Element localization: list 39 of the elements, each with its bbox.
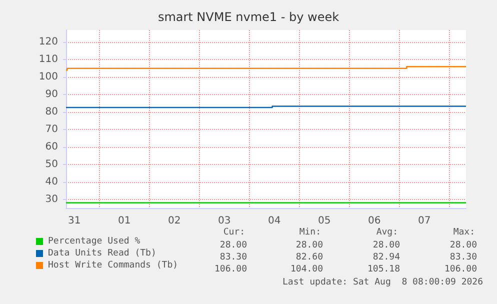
y-tick-label: 100 (38, 72, 58, 83)
text: 82.94 (372, 252, 400, 262)
y-tick-label: 90 (45, 89, 58, 100)
y-tick-label: 40 (45, 176, 58, 188)
text: 82.60 (296, 252, 323, 262)
text: 28.00 (372, 240, 400, 250)
text: 105.18 (367, 264, 400, 274)
text: 83.30 (450, 252, 477, 262)
legend-label: Data Units Read (Tb) (48, 248, 156, 258)
x-tick-label: 06 (368, 216, 381, 226)
x-tick-label: 05 (318, 216, 331, 226)
legend-label: Percentage Used % (48, 236, 141, 246)
text: 106.00 (214, 264, 248, 274)
y-tick-label: 70 (45, 124, 58, 135)
chart-title: smart NVME nvme1 - by week (158, 10, 340, 24)
text: 28.00 (296, 240, 323, 250)
legend-label: Host Write Commands (Tb) (48, 260, 178, 270)
text: Max: (453, 228, 476, 238)
y-tick-label: 50 (45, 158, 58, 170)
y-tick-label: 110 (38, 54, 58, 66)
text: Min: (299, 228, 322, 238)
text: 83.30 (220, 252, 247, 262)
text: Last update: Sat Aug 8 08:00:09 2026 (282, 278, 483, 288)
y-tick-label: 80 (45, 106, 58, 118)
x-tick-label: 31 (68, 216, 81, 226)
text: Cur: (223, 228, 246, 238)
text: 104.00 (290, 264, 324, 274)
y-tick-label: 60 (45, 141, 58, 152)
x-tick-label: 01 (118, 216, 131, 226)
x-tick-label: 02 (168, 216, 181, 226)
x-tick-label: 07 (418, 216, 431, 226)
x-tick-label: 03 (218, 216, 231, 226)
text: 28.00 (220, 240, 247, 250)
text: Avg: (376, 228, 398, 238)
y-tick-label: 30 (45, 194, 58, 205)
text: 106.00 (444, 264, 478, 274)
x-tick-label: 04 (268, 216, 281, 226)
y-tick-label: 120 (38, 36, 58, 48)
text: 28.00 (450, 240, 477, 250)
